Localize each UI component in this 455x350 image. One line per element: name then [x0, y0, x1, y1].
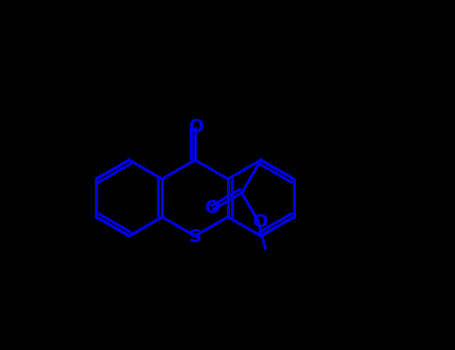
Text: O: O — [204, 199, 219, 217]
Text: O: O — [188, 118, 204, 136]
Text: S: S — [188, 228, 202, 246]
Text: O: O — [253, 213, 268, 231]
